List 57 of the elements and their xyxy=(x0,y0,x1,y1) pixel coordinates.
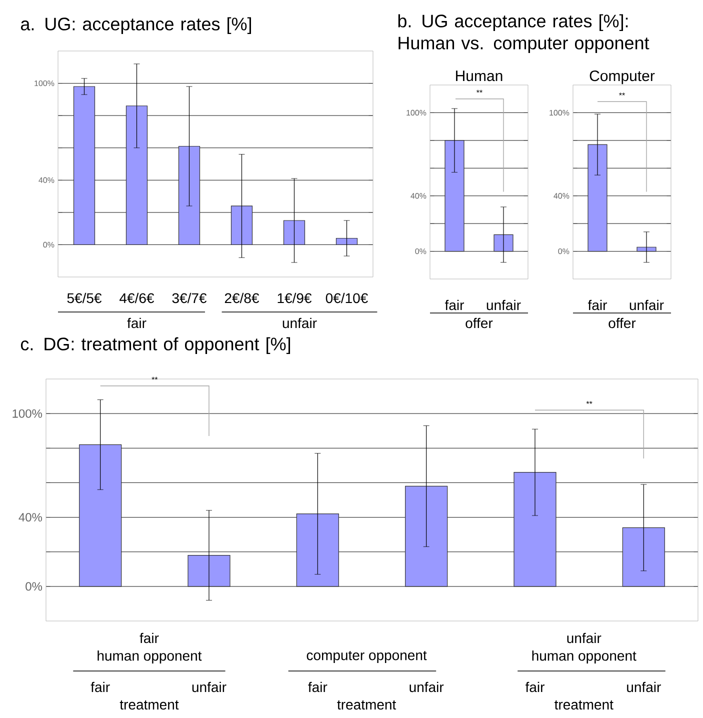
bar xyxy=(188,555,230,587)
chart-title: c. DG: treatment of opponent [%] xyxy=(20,337,290,354)
y-tick-label: 100% xyxy=(406,110,426,116)
chart-title: a. UG: acceptance rates [%] xyxy=(20,17,251,34)
text: treatment xyxy=(554,700,614,710)
bar xyxy=(283,220,306,246)
x-tick-label: unfair xyxy=(627,682,661,692)
x-tick-label: 4€/6€ xyxy=(120,292,154,304)
x-tick-label: 2€/8€ xyxy=(224,292,260,304)
y-tick-label: 100% xyxy=(550,110,570,116)
text: human opponent xyxy=(532,650,636,664)
x-tick-label: fair xyxy=(525,682,544,692)
x-tick-label: unfair xyxy=(192,682,226,692)
y-tick-label: 0% xyxy=(43,242,54,248)
text: unfair xyxy=(567,632,602,644)
x-tick-label: 3€/7€ xyxy=(172,292,207,304)
y-tick-label: 100% xyxy=(34,80,54,86)
annotation: ** xyxy=(586,401,592,404)
bar xyxy=(514,472,556,587)
y-tick-label: 0% xyxy=(26,582,42,591)
bar xyxy=(73,86,96,246)
x-tick-label: fair xyxy=(90,682,110,692)
text: computer opponent xyxy=(306,651,427,663)
x-tick-label: unfair xyxy=(630,300,664,310)
text: treatment xyxy=(120,700,179,710)
bar xyxy=(126,106,148,246)
y-tick-label: 0% xyxy=(558,248,570,254)
x-tick-label: fair xyxy=(308,682,328,692)
y-tick-label: 100% xyxy=(12,409,42,418)
y-tick-label: 0% xyxy=(415,248,426,254)
y-tick-label: 40% xyxy=(554,193,570,199)
annotation: ** xyxy=(619,92,625,96)
x-axis-title: offer xyxy=(466,318,493,328)
annotation: ** xyxy=(476,90,482,93)
x-tick-label: unfair xyxy=(410,682,444,692)
annotation: ** xyxy=(152,376,158,380)
y-tick-label: 40% xyxy=(18,513,42,522)
chart-subtitle: Human xyxy=(456,70,502,82)
y-tick-label: 40% xyxy=(38,177,54,183)
y-tick-label: 40% xyxy=(410,193,426,199)
x-tick-label: 5€/5€ xyxy=(67,292,102,304)
text: treatment xyxy=(337,700,396,710)
x-tick-label: 1€/9€ xyxy=(278,292,312,304)
x-tick-label: 0€/10€ xyxy=(326,292,368,304)
x-tick-label: unfair xyxy=(486,300,521,310)
x-axis-title: offer xyxy=(608,318,636,328)
text: fair xyxy=(140,632,159,644)
bar xyxy=(230,206,253,246)
text: fair xyxy=(127,318,146,328)
bar xyxy=(336,238,358,246)
bar xyxy=(79,444,122,587)
chart-title: Computer xyxy=(590,70,655,84)
text: human opponent xyxy=(98,650,202,664)
x-tick-label: fair xyxy=(444,300,464,310)
text: unfair xyxy=(282,318,317,328)
chart-title: b. UG acceptance rates [%]: Human vs. computer opponent xyxy=(398,14,650,53)
x-tick-label: fair xyxy=(588,300,607,310)
